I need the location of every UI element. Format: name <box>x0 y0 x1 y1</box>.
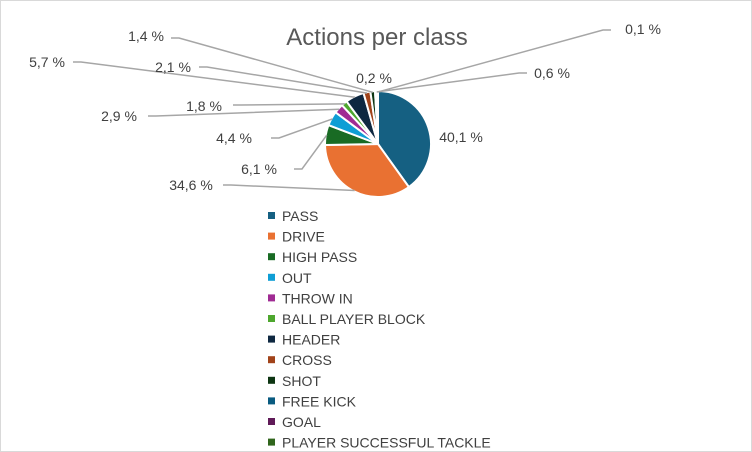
legend-label: CROSS <box>282 352 332 368</box>
data-label: 40,1 % <box>439 129 483 145</box>
pie-slice <box>323 142 411 198</box>
legend-label: GOAL <box>282 414 321 430</box>
chart-title: Actions per class <box>286 24 467 51</box>
data-labels: 40,1 % 34,6 % 6,1 % 4,4 % 2,9 % 1,8 % 5,7 % 2,1… <box>29 21 661 193</box>
legend-swatch <box>268 356 275 364</box>
data-label: 1,8 % <box>186 98 222 114</box>
legend-label: BALL PLAYER BLOCK <box>282 311 426 327</box>
legend-swatch <box>268 212 275 219</box>
data-label: 5,7 % <box>29 54 65 70</box>
data-label: 2,1 % <box>155 59 191 75</box>
leader-line <box>199 66 368 94</box>
leader-line <box>171 37 374 94</box>
legend-swatch <box>268 294 275 302</box>
leader-line <box>294 134 328 170</box>
legend-label: HEADER <box>282 332 340 348</box>
legend-label: HIGH PASS <box>282 249 357 265</box>
leader-line <box>73 61 356 99</box>
data-label: 34,6 % <box>169 177 213 193</box>
legend-label: PLAYER SUCCESSFUL TACKLE <box>282 435 491 451</box>
data-label: 4,4 % <box>216 130 252 146</box>
data-label: 0,2 % <box>356 70 392 86</box>
legend-label: OUT <box>282 270 312 286</box>
legend-swatch <box>268 438 275 446</box>
legend-swatch <box>268 376 275 384</box>
legend-swatch <box>268 397 275 405</box>
data-label: 1,4 % <box>128 28 164 44</box>
leader-line <box>148 108 340 117</box>
legend-swatch <box>268 253 275 261</box>
leader-line <box>223 184 355 192</box>
data-label: 0,1 % <box>625 21 661 37</box>
leader-line <box>271 118 333 139</box>
legend-swatch <box>268 273 275 281</box>
data-label: 6,1 % <box>241 161 277 177</box>
leader-lines <box>73 29 611 192</box>
leader-line <box>377 29 611 93</box>
legend-label: DRIVE <box>282 229 325 245</box>
leader-line <box>376 72 527 93</box>
legend-swatch <box>268 232 275 240</box>
data-label: 0,6 % <box>534 65 570 81</box>
legend-label: THROW IN <box>282 290 353 306</box>
legend: PASS DRIVE HIGH PASS OUT THROW IN BALL PLAYER… <box>268 208 491 451</box>
pie-slices <box>323 89 432 198</box>
legend-swatch <box>268 335 275 343</box>
legend-swatch <box>268 315 275 322</box>
legend-swatch <box>268 418 275 425</box>
legend-label: PASS <box>282 208 318 224</box>
legend-label: SHOT <box>282 373 321 389</box>
legend-label: FREE KICK <box>282 393 357 409</box>
leader-line <box>233 103 345 106</box>
data-label: 2,9 % <box>101 108 137 124</box>
pie-slice <box>377 89 432 189</box>
